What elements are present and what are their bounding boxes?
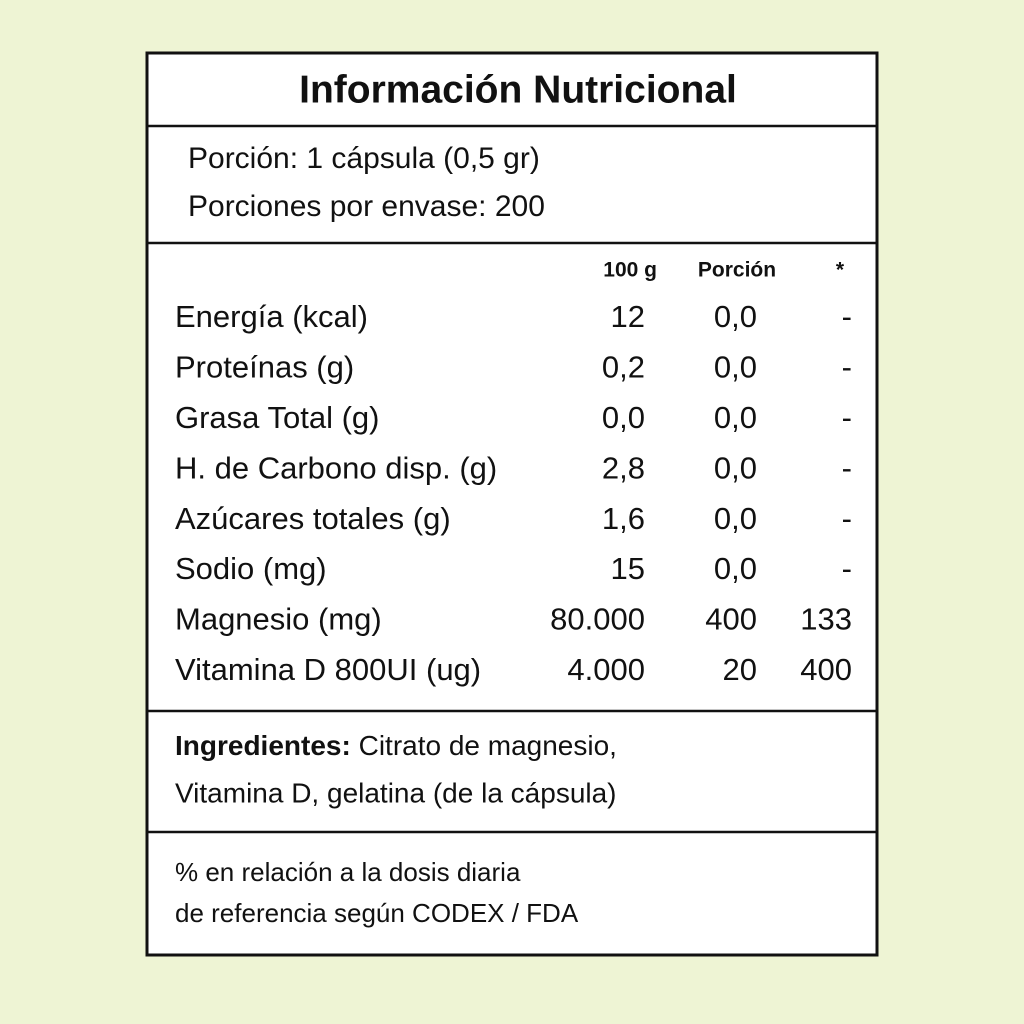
cell-value: 0,0 bbox=[602, 400, 645, 435]
cell-value: 0,0 bbox=[714, 299, 757, 334]
cell-value: - bbox=[842, 350, 852, 385]
cell-value: - bbox=[842, 501, 852, 536]
row-label: Vitamina D 800UI (ug) bbox=[175, 652, 481, 687]
row-label: H. de Carbono disp. (g) bbox=[175, 450, 497, 485]
cell-value: 400 bbox=[705, 602, 757, 637]
serving-line: Porciones por envase: 200 bbox=[188, 190, 545, 223]
cell-value: 0,0 bbox=[714, 551, 757, 586]
row-label: Magnesio (mg) bbox=[175, 602, 382, 637]
cell-value: 0,2 bbox=[602, 350, 645, 385]
cell-value: 0,0 bbox=[714, 501, 757, 536]
cell-value: 1,6 bbox=[602, 501, 645, 536]
cell-value: 0,0 bbox=[714, 450, 757, 485]
cell-value: - bbox=[842, 299, 852, 334]
row-label: Sodio (mg) bbox=[175, 551, 327, 586]
footnote-line: % en relación a la dosis diaria bbox=[175, 857, 521, 887]
cell-value: - bbox=[842, 551, 852, 586]
cell-value: 0,0 bbox=[714, 350, 757, 385]
footnote-line: de referencia según CODEX / FDA bbox=[175, 898, 579, 928]
label-box bbox=[145, 51, 879, 957]
column-header: Porción bbox=[698, 259, 776, 282]
column-header: 100 g bbox=[603, 259, 657, 282]
title: Información Nutricional bbox=[299, 68, 737, 111]
row-label: Proteínas (g) bbox=[175, 350, 354, 385]
ingredients-label: Ingredientes: bbox=[175, 730, 351, 761]
row-label: Grasa Total (g) bbox=[175, 400, 379, 435]
ingredients-line: Ingredientes: Citrato de magnesio, bbox=[175, 730, 617, 761]
column-header: * bbox=[836, 259, 845, 282]
ingredients-text: Citrato de magnesio, bbox=[359, 730, 617, 761]
row-label: Energía (kcal) bbox=[175, 299, 368, 334]
serving-line: Porción: 1 cápsula (0,5 gr) bbox=[188, 142, 540, 175]
cell-value: 12 bbox=[611, 299, 645, 334]
cell-value: 4.000 bbox=[567, 652, 645, 687]
cell-value: 133 bbox=[800, 602, 852, 637]
cell-value: 80.000 bbox=[550, 602, 645, 637]
cell-value: - bbox=[842, 400, 852, 435]
cell-value: 0,0 bbox=[714, 400, 757, 435]
cell-value: - bbox=[842, 450, 852, 485]
row-label: Azúcares totales (g) bbox=[175, 501, 451, 536]
cell-value: 400 bbox=[800, 652, 852, 687]
ingredients-line: Vitamina D, gelatina (de la cápsula) bbox=[175, 777, 617, 808]
cell-value: 20 bbox=[723, 652, 757, 687]
cell-value: 15 bbox=[611, 551, 645, 586]
cell-value: 2,8 bbox=[602, 450, 645, 485]
